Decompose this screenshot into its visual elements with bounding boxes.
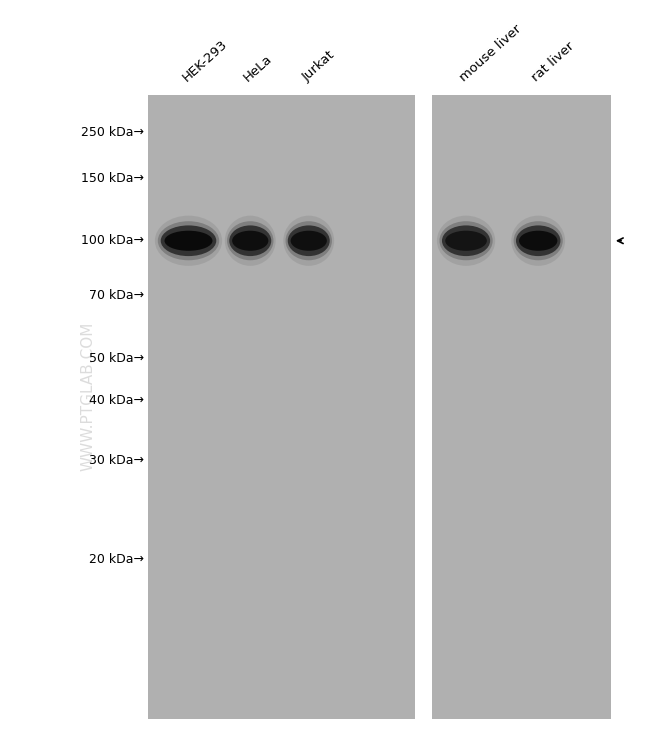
Text: 50 kDa→: 50 kDa→ — [89, 352, 144, 365]
Bar — [148, 95, 415, 719]
Ellipse shape — [283, 216, 334, 266]
Text: HEK-293: HEK-293 — [180, 37, 229, 84]
Text: 30 kDa→: 30 kDa→ — [89, 454, 144, 468]
Text: 150 kDa→: 150 kDa→ — [81, 172, 144, 185]
Text: rat liver: rat liver — [530, 40, 577, 84]
Ellipse shape — [445, 230, 487, 251]
Ellipse shape — [155, 216, 222, 266]
Bar — [432, 95, 611, 719]
Text: Jurkat: Jurkat — [300, 49, 337, 84]
Ellipse shape — [442, 225, 490, 256]
Ellipse shape — [516, 225, 560, 256]
Text: 70 kDa→: 70 kDa→ — [89, 288, 144, 302]
Ellipse shape — [437, 216, 495, 266]
Ellipse shape — [232, 230, 268, 251]
Ellipse shape — [158, 221, 219, 261]
Text: WWW.PTGLAB.COM: WWW.PTGLAB.COM — [80, 321, 96, 471]
Text: 40 kDa→: 40 kDa→ — [89, 393, 144, 407]
Ellipse shape — [164, 230, 213, 251]
Text: 250 kDa→: 250 kDa→ — [81, 126, 144, 139]
Text: 100 kDa→: 100 kDa→ — [81, 234, 144, 247]
Ellipse shape — [229, 225, 271, 256]
Ellipse shape — [288, 225, 330, 256]
Ellipse shape — [291, 230, 327, 251]
Ellipse shape — [514, 221, 563, 261]
Text: 20 kDa→: 20 kDa→ — [89, 553, 144, 566]
Ellipse shape — [519, 230, 558, 251]
Ellipse shape — [161, 225, 216, 256]
Ellipse shape — [227, 221, 274, 261]
Text: mouse liver: mouse liver — [458, 23, 524, 84]
Text: HeLa: HeLa — [242, 52, 275, 84]
Ellipse shape — [225, 216, 276, 266]
Ellipse shape — [285, 221, 332, 261]
Ellipse shape — [512, 216, 565, 266]
Ellipse shape — [439, 221, 493, 261]
